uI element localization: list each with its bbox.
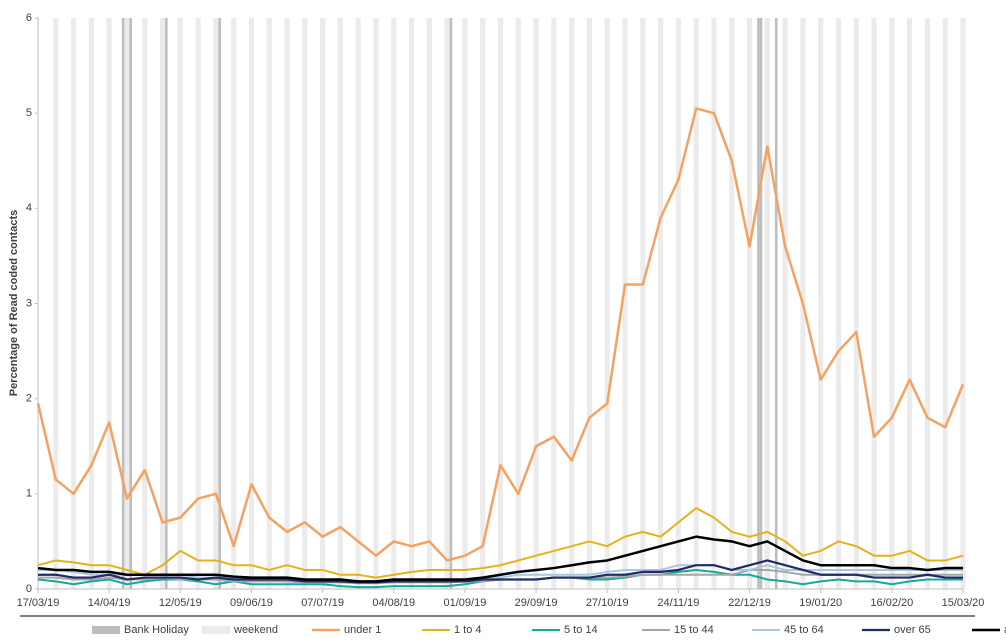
weekend-band (462, 18, 468, 589)
weekend-band (960, 18, 966, 589)
weekend-band (355, 18, 361, 589)
x-tick-label: 24/11/19 (657, 597, 699, 609)
weekend-band (551, 18, 557, 589)
legend-label: Bank Holiday (124, 624, 189, 636)
legend-label: 1 to 4 (454, 624, 482, 636)
bank-holiday-band (121, 18, 125, 589)
x-tick-label: 16/02/20 (870, 597, 913, 609)
weekend-band (693, 18, 699, 589)
weekend-band (942, 18, 948, 589)
weekend-band (284, 18, 290, 589)
weekend-band (266, 18, 272, 589)
weekend-band (53, 18, 59, 589)
weekend-band (533, 18, 539, 589)
bank-holiday-band (165, 18, 168, 589)
legend-label: weekend (233, 624, 278, 636)
weekend-band (640, 18, 646, 589)
legend-label: over 65 (894, 624, 931, 636)
x-tick-label: 15/03/20 (942, 597, 985, 609)
weekend-band (782, 18, 788, 589)
y-tick-label: 5 (26, 107, 32, 119)
weekend-band (159, 18, 166, 589)
y-tick-label: 1 (26, 488, 32, 500)
bank-holiday-band (759, 18, 763, 589)
weekend-band (426, 18, 432, 589)
bank-holiday-band (129, 18, 133, 589)
x-tick-label: 19/01/20 (799, 597, 842, 609)
weekend-band (924, 18, 930, 589)
legend-label: 45 to 64 (784, 624, 824, 636)
x-tick-label: 22/12/19 (728, 597, 771, 609)
y-tick-label: 0 (26, 583, 32, 595)
weekend-band (337, 18, 343, 589)
weekend-band (409, 18, 415, 589)
weekend-band (391, 18, 397, 589)
weekend-band (231, 18, 237, 589)
weekend-band (177, 18, 183, 589)
weekend-band (444, 18, 450, 589)
weekend-band (373, 18, 379, 589)
legend-label: 5 to 14 (564, 624, 598, 636)
weekend-band (248, 18, 255, 589)
weekend-band (622, 18, 628, 589)
legend-swatch (202, 626, 230, 634)
x-tick-label: 09/06/19 (230, 597, 273, 609)
legend-label: under 1 (344, 624, 381, 636)
weekend-band (320, 18, 326, 589)
weekend-band (729, 18, 735, 589)
weekend-band (142, 18, 148, 589)
weekend-band (515, 18, 521, 589)
bank-holiday-band (757, 18, 760, 589)
weekend-band (675, 18, 681, 589)
weekend-band (302, 18, 308, 589)
weekend-band (88, 18, 94, 589)
bank-holiday-band (218, 18, 221, 589)
weekend-band (711, 18, 717, 589)
weekend-band (889, 18, 895, 589)
series-line (36, 107, 965, 562)
series-line (38, 559, 963, 584)
weekend-band (658, 18, 664, 589)
x-tick-label: 01/09/19 (444, 597, 487, 609)
weekend-band (124, 18, 130, 589)
weekend-band (853, 18, 859, 589)
x-tick-label: 27/10/19 (586, 597, 629, 609)
weekend-band (818, 18, 824, 589)
weekend-band (213, 18, 219, 589)
weekend-band (195, 18, 201, 589)
y-tick-label: 4 (26, 202, 32, 214)
weekend-band (106, 18, 112, 589)
y-tick-label: 6 (26, 12, 32, 24)
x-tick-label: 17/03/19 (17, 597, 60, 609)
weekend-band (71, 18, 77, 589)
series-line (37, 535, 963, 583)
weekend-band (746, 18, 753, 589)
bank-holiday-band (449, 18, 453, 589)
weekend-band (764, 18, 770, 589)
series-line (38, 564, 963, 583)
y-tick-label: 2 (26, 393, 32, 405)
x-tick-label: 07/07/19 (301, 597, 344, 609)
x-tick-label: 04/08/19 (372, 597, 415, 609)
x-tick-label: 12/05/19 (159, 597, 202, 609)
x-tick-label: 29/09/19 (515, 597, 558, 609)
weekend-band (871, 18, 877, 589)
bank-holiday-band (774, 18, 778, 589)
weekend-band (835, 18, 842, 589)
weekend-band (569, 18, 575, 589)
weekend-band (586, 18, 592, 589)
weekend-band (604, 18, 610, 589)
weekend-band (497, 18, 504, 589)
x-tick-label: 14/04/19 (88, 597, 131, 609)
legend-swatch (92, 626, 120, 634)
weekend-band (480, 18, 486, 589)
y-axis-title: Percentage of Read coded contacts (8, 210, 20, 396)
y-tick-label: 3 (26, 297, 32, 309)
legend-label: all ages (1004, 624, 1006, 636)
series-line (37, 507, 964, 579)
legend-label: 15 to 44 (674, 624, 714, 636)
weekend-band (907, 18, 913, 589)
